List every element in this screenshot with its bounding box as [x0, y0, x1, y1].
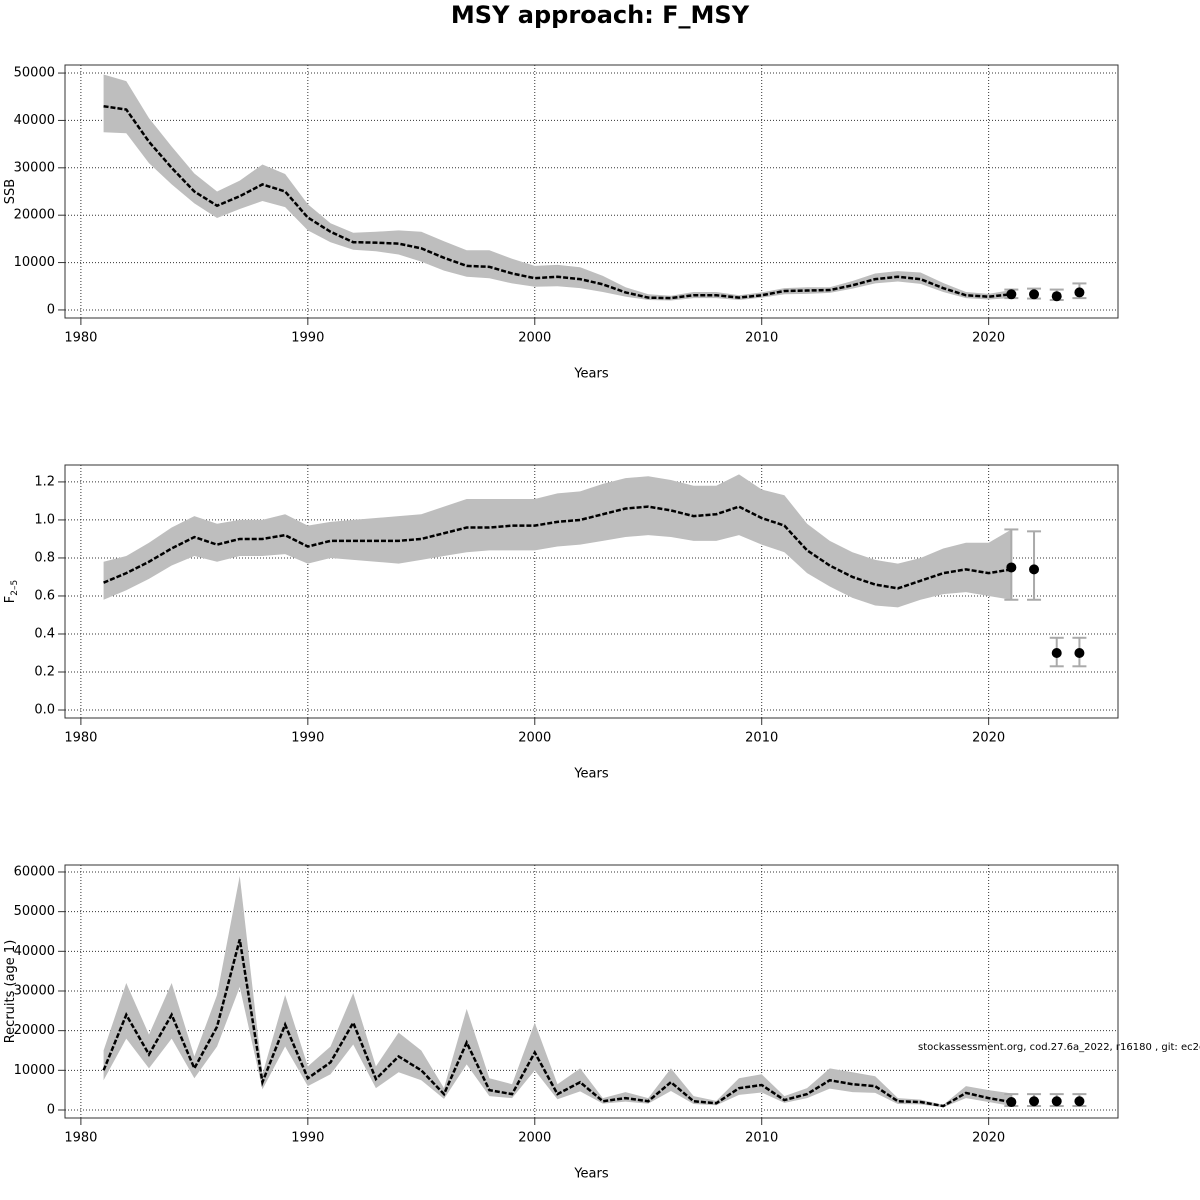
plot-frame [64, 864, 1119, 1119]
y-tick-label: 20000 [14, 208, 55, 223]
y-tick-label: 1.0 [34, 512, 55, 527]
forecast-point [1029, 564, 1040, 575]
x-tick-label: 1980 [64, 331, 97, 346]
y-tick-label: 60000 [14, 864, 55, 879]
estimate-line [103, 104, 1012, 300]
x-tick-label: 2010 [745, 331, 778, 346]
x-tick-label: 2020 [972, 1131, 1005, 1146]
y-tick-label: 50000 [14, 66, 55, 81]
x-tick-label: 2000 [518, 731, 551, 746]
forecast-point [1006, 289, 1017, 300]
confidence-band [103, 875, 1012, 1108]
x-tick-label: 2000 [518, 1131, 551, 1146]
y-tick-label: 40000 [14, 944, 55, 959]
forecast-point [1051, 647, 1062, 658]
confidence-band [103, 74, 1012, 301]
x-tick-label: 1990 [291, 1131, 324, 1146]
y-tick-label: 50000 [14, 904, 55, 919]
x-tick-label: 2020 [972, 731, 1005, 746]
forecast-point [1074, 647, 1085, 658]
forecast-point [1074, 1096, 1085, 1107]
y-tick-label: 30000 [14, 983, 55, 998]
y-axis-label-main: SSB [3, 179, 18, 204]
estimate-line [102, 939, 1012, 1108]
y-tick-label: 10000 [14, 255, 55, 270]
y-tick-label: 0.8 [34, 550, 55, 565]
y-tick-label: 1.2 [34, 474, 55, 489]
plot-frame [64, 464, 1119, 719]
y-tick-label: 0 [47, 1102, 55, 1117]
figure-title: MSY approach: F_MSY [451, 1, 750, 29]
y-tick-label: 0.4 [34, 626, 55, 641]
x-tick-label: 2010 [745, 731, 778, 746]
y-axis-label: Recruits (age 1) [3, 940, 18, 1044]
x-axis-label: Years [573, 767, 609, 782]
y-axis-label-main: F [3, 596, 18, 603]
y-axis-label: SSB [3, 179, 18, 204]
forecast-point [1051, 1096, 1062, 1107]
y-axis-label: F2–5 [3, 580, 20, 603]
y-axis-label-sub: 2–5 [10, 580, 20, 596]
x-tick-label: 2010 [745, 1131, 778, 1146]
x-tick-label: 2000 [518, 331, 551, 346]
forecast-point [1074, 287, 1085, 298]
x-tick-label: 1980 [64, 1131, 97, 1146]
estimate-line [103, 505, 1012, 590]
y-tick-label: 40000 [14, 113, 55, 128]
y-tick-label: 0 [47, 302, 55, 317]
y-tick-label: 0.0 [34, 703, 55, 718]
forecast-point [1029, 289, 1040, 300]
x-tick-label: 1990 [291, 331, 324, 346]
forecast-point [1006, 562, 1017, 573]
x-axis-label: Years [573, 1167, 609, 1182]
y-tick-label: 0.2 [34, 665, 55, 680]
forecast-point [1029, 1096, 1040, 1107]
y-tick-label: 20000 [14, 1023, 55, 1038]
footnote: stockassessment.org, cod.27.6a_2022, r16… [918, 1042, 1200, 1053]
y-tick-label: 30000 [14, 160, 55, 175]
x-tick-label: 1980 [64, 731, 97, 746]
confidence-band [103, 474, 1012, 608]
y-tick-label: 0.6 [34, 588, 55, 603]
plot-frame [64, 64, 1119, 319]
x-tick-label: 1990 [291, 731, 324, 746]
x-tick-label: 2020 [972, 331, 1005, 346]
forecast-point [1051, 291, 1062, 302]
y-axis-label-main: Recruits (age 1) [3, 940, 18, 1044]
y-tick-label: 10000 [14, 1063, 55, 1078]
x-axis-label: Years [573, 367, 609, 382]
forecast-point [1006, 1097, 1017, 1108]
